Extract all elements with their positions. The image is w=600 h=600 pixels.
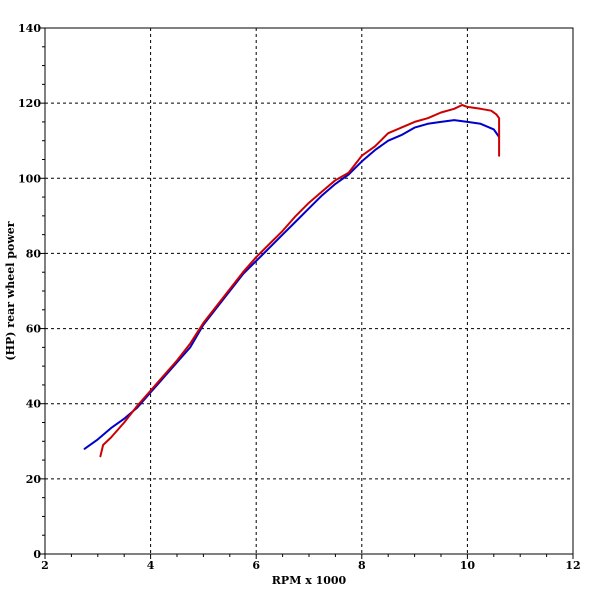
y-tick-label: 140: [18, 22, 41, 35]
y-tick-label: 40: [26, 398, 42, 411]
y-tick-label: 100: [18, 172, 41, 185]
x-tick-label: 10: [460, 559, 476, 572]
y-tick-labels: 0 20 40 60 80 100 120 140: [18, 22, 41, 561]
y-tick-label: 20: [26, 473, 42, 486]
series-layer: [83, 104, 501, 458]
y-tick-label: 120: [18, 97, 41, 110]
x-tick-label: 8: [358, 559, 366, 572]
y-tick-label: 0: [33, 548, 41, 561]
x-tick-label: 4: [147, 559, 155, 572]
tick-marks: [40, 27, 574, 559]
y-axis-label: (HP) rear wheel power: [4, 221, 17, 360]
x-tick-label: 12: [565, 559, 580, 572]
x-axis-label: RPM x 1000: [272, 574, 347, 587]
series-line-blue: [83, 119, 501, 450]
grid: [45, 28, 573, 554]
series-line-red: [99, 104, 501, 458]
x-tick-labels: 2 4 6 8 10 12: [41, 559, 580, 572]
y-tick-label: 60: [26, 323, 42, 336]
x-tick-label: 6: [252, 559, 260, 572]
y-tick-label: 80: [26, 247, 42, 260]
x-tick-label: 2: [41, 559, 49, 572]
